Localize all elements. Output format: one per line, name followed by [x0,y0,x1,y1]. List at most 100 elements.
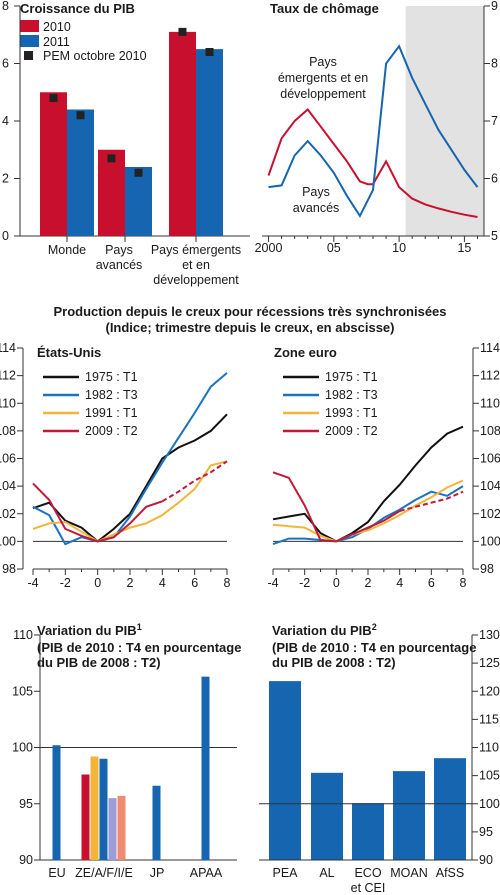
y-tick-label: 100 [480,534,500,548]
series-label: émergents et en [278,71,368,85]
y-tick-label: 112 [480,369,500,383]
panel-euro-area: Zone euro 98 100 102 104 106 108 110 112 114 -4 -2… [267,341,500,590]
panel-subtitle-line: du PIB de 2008 : T2) [272,655,396,670]
y-tick-label: 98 [2,562,16,576]
x-tick-label: -4 [267,576,278,590]
y-tick-label: 95 [479,825,493,839]
y-tick-label: 8 [2,0,9,13]
panel-gdp-growth: Croissance du PIB 2010 2011 PEM octobre … [2,0,250,287]
series-line [267,108,478,218]
x-tick-label: PEA [272,866,298,880]
x-tick-label: et en [182,258,210,272]
x-tick-label: -2 [60,576,71,590]
y-tick-label: 100 [479,797,500,811]
marker-pem [107,154,116,163]
panel-title-footnote: 2 [372,622,377,632]
panel-title-text: Variation du PIB [37,623,137,638]
x-tick-label: 4 [159,576,166,590]
marker-pem [178,27,187,36]
y-tick-label: 114 [0,341,16,355]
series-label: avancés [293,201,340,215]
series-line [272,485,464,546]
x-tick-label: Pays [105,243,133,257]
x-tick-label: 05 [327,241,341,255]
series-line [32,413,228,543]
x-tick-label: MOAN [390,866,428,880]
y-tick-label: 9 [491,0,498,13]
y-tick-label: 100 [0,534,16,548]
legend-label: 2009 : T2 [325,424,378,438]
series-line [272,479,464,543]
legend-swatch-2011 [20,35,39,47]
y-tick-label: 110 [480,396,500,410]
legend-label: 1975 : T1 [325,370,378,384]
panel-title: Variation du PIB1 [37,622,142,638]
bar [90,756,99,860]
panel-title: Croissance du PIB [20,1,135,16]
bar [393,771,425,860]
y-tick-label: 106 [480,452,500,466]
legend-swatch-2010 [20,20,39,32]
y-tick-label: 5 [491,229,498,243]
panel-subtitle-line: du PIB de 2008 : T2) [37,655,161,670]
panel-united-states: États-Unis 98 100 102 104 106 108 110 112 114 -4 -… [0,341,231,590]
legend-label-2011: 2011 [43,35,70,49]
plot-area: 90 95 100 105 110 EU ZE/A/F/I/E JP APAA [12,628,237,880]
series-label: Pays [302,185,330,199]
y-tick-label: 0 [2,229,9,243]
x-tick-label: 8 [460,576,467,590]
x-tick-label: 8 [224,576,231,590]
panel-unemployment: Taux de chômage 5 6 7 8 9 2000 05 10 15 Pays avanc… [255,0,498,255]
y-tick-label: 105 [479,769,500,783]
projection-shade [405,6,484,236]
x-tick-label: 0 [333,576,340,590]
bar-2011 [125,167,152,236]
bar [352,803,384,860]
legend-label: 1993 : T1 [325,406,378,420]
x-tick-label: -4 [27,576,38,590]
legend-label: 1975 : T1 [85,370,138,384]
x-tick-label: -2 [299,576,310,590]
x-tick-label: 2 [127,576,134,590]
legend-label-2010: 2010 [43,20,71,34]
y-tick-label: 115 [479,712,499,726]
bar [108,798,117,860]
marker-pem [76,111,85,120]
bar [81,774,90,860]
y-tick-label: 120 [479,684,500,698]
section-title: Production depuis le creux pour récessio… [53,304,446,319]
panel-title: États-Unis [37,345,101,360]
y-tick-label: 114 [480,341,500,355]
y-tick-label: 90 [19,853,33,867]
x-tick-label: ECO [354,866,381,880]
x-tick-label: AL [319,866,334,880]
y-tick-label: 130 [479,628,500,642]
panel-subtitle-line: (PIB de 2010 : T4 en pourcentage [272,640,476,655]
plot-area: 5 6 7 8 9 2000 05 10 15 Pays avancés Pays émergents … [255,0,498,255]
bar-2010 [98,149,125,236]
bar-2011 [196,49,223,236]
y-tick-label: 108 [0,424,16,438]
x-tick-label: développement [153,273,239,287]
marker-pem [49,94,58,102]
panel-title-text: Variation du PIB [272,623,372,638]
y-tick-label: 2 [2,172,9,186]
panel-title: Zone euro [274,345,337,360]
bar [201,676,210,860]
bar [117,795,126,860]
plot-area: 98 100 102 104 106 108 110 112 114 -4 -2 0 2 4 6 8 1975 … [0,341,231,590]
legend-label-pem: PEM octobre 2010 [43,49,147,63]
y-tick-label: 110 [0,396,16,410]
x-tick-label: 0 [94,576,101,590]
y-tick-label: 110 [479,741,499,755]
series-line [272,471,401,543]
bar [311,772,343,860]
y-tick-label: 100 [12,741,33,755]
series-label: Pays [309,55,337,69]
y-tick-label: 125 [479,656,500,670]
x-tick-label: 15 [457,241,471,255]
panel-title: Variation du PIB2 [272,622,377,638]
y-tick-label: 8 [491,57,498,71]
